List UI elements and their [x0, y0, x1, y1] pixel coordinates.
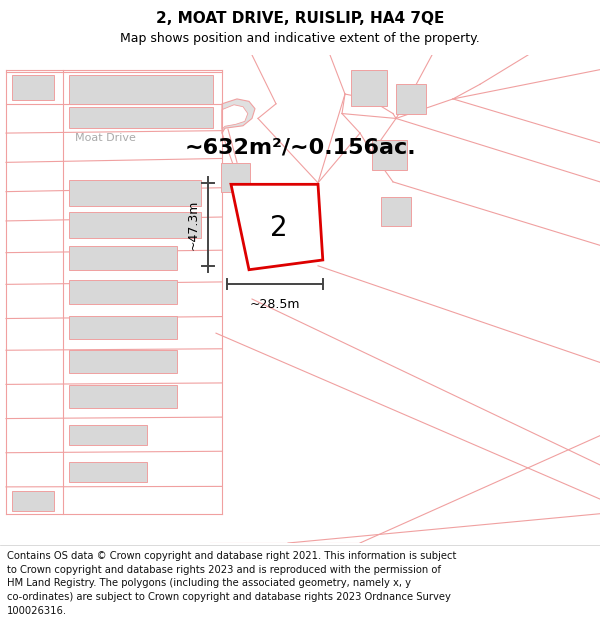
Text: ~28.5m: ~28.5m — [250, 298, 300, 311]
Polygon shape — [231, 184, 323, 270]
Bar — [221, 163, 250, 192]
Bar — [381, 198, 411, 226]
Bar — [69, 246, 177, 270]
Bar — [69, 107, 213, 128]
Polygon shape — [222, 105, 248, 129]
Text: Map shows position and indicative extent of the property.: Map shows position and indicative extent… — [120, 32, 480, 45]
Bar — [69, 76, 213, 104]
Bar — [69, 425, 147, 446]
Bar — [351, 69, 387, 106]
Bar — [69, 212, 201, 238]
Bar — [396, 84, 426, 114]
Bar — [12, 76, 54, 101]
Text: Contains OS data © Crown copyright and database right 2021. This information is : Contains OS data © Crown copyright and d… — [7, 551, 457, 616]
Text: 2: 2 — [270, 214, 288, 243]
Bar — [69, 461, 147, 482]
Bar — [372, 141, 407, 169]
Text: ~632m²/~0.156ac.: ~632m²/~0.156ac. — [184, 138, 416, 158]
Bar — [69, 385, 177, 408]
Bar — [69, 316, 177, 339]
Text: ~47.3m: ~47.3m — [187, 199, 200, 249]
Bar — [69, 181, 201, 206]
Text: 2, MOAT DRIVE, RUISLIP, HA4 7QE: 2, MOAT DRIVE, RUISLIP, HA4 7QE — [156, 11, 444, 26]
Bar — [69, 281, 177, 304]
Bar — [12, 491, 54, 511]
Polygon shape — [222, 99, 255, 133]
Text: Moat Drive: Moat Drive — [74, 133, 136, 143]
Bar — [69, 350, 177, 373]
